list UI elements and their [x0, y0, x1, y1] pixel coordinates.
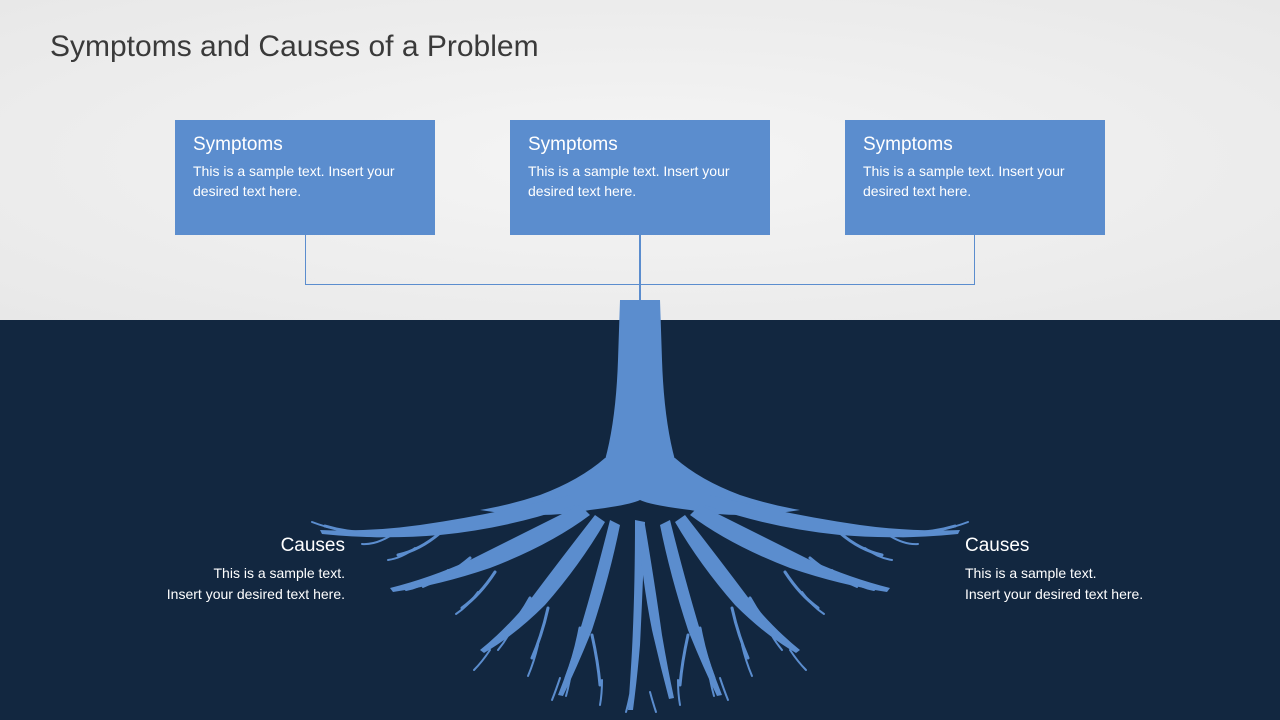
connector-mid-drop: [639, 235, 641, 285]
cause-title: Causes: [965, 535, 1220, 557]
symptom-text: This is a sample text. Insert your desir…: [528, 162, 752, 201]
symptom-title: Symptoms: [528, 134, 752, 156]
symptom-box-1: Symptoms This is a sample text. Insert y…: [175, 120, 435, 235]
symptom-box-3: Symptoms This is a sample text. Insert y…: [845, 120, 1105, 235]
symptom-box-2: Symptoms This is a sample text. Insert y…: [510, 120, 770, 235]
cause-text-line: Insert your desired text here.: [90, 584, 345, 605]
cause-block-left: Causes This is a sample text. Insert you…: [90, 535, 345, 605]
symptom-title: Symptoms: [193, 134, 417, 156]
cause-text-line: This is a sample text.: [90, 563, 345, 584]
symptom-title: Symptoms: [863, 134, 1087, 156]
cause-text-line: Insert your desired text here.: [965, 584, 1220, 605]
cause-text-line: This is a sample text.: [965, 563, 1220, 584]
symptom-text: This is a sample text. Insert your desir…: [863, 162, 1087, 201]
cause-title: Causes: [90, 535, 345, 557]
root-graphic: [280, 300, 1000, 720]
symptom-text: This is a sample text. Insert your desir…: [193, 162, 417, 201]
slide-title: Symptoms and Causes of a Problem: [50, 30, 539, 64]
cause-block-right: Causes This is a sample text. Insert you…: [965, 535, 1220, 605]
